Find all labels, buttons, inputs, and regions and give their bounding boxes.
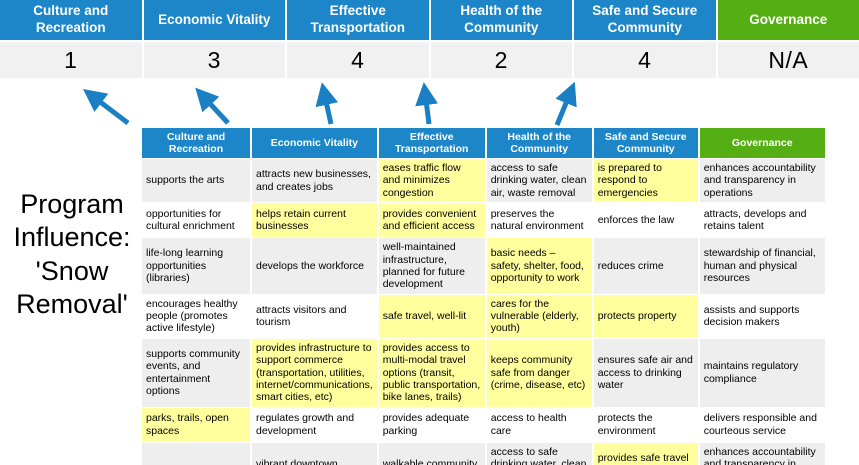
matrix-cell: access to health care <box>486 407 592 442</box>
score-value: 3 <box>143 42 285 78</box>
matrix-cell: enhances accountability and transparency… <box>699 442 825 465</box>
matrix-cell: preserves the natural environment <box>486 203 592 238</box>
summary-band: Culture and Recreation 1 Economic Vitali… <box>0 0 859 78</box>
matrix-body: supports the arts attracts new businesses… <box>142 159 825 465</box>
matrix-header-governance: Governance <box>699 128 825 158</box>
matrix-cell-highlighted: basic needs – safety, shelter, food, opp… <box>486 238 592 294</box>
matrix-header-safety: Safe and Secure Community <box>593 128 698 158</box>
matrix-cell-highlighted: is prepared to respond to emergencies <box>593 159 698 203</box>
matrix-cell: reduces crime <box>593 238 698 294</box>
matrix-header-economic: Economic Vitality <box>252 128 377 158</box>
matrix-cell-highlighted: eases traffic flow and minimizes congest… <box>378 159 485 203</box>
matrix-cell <box>142 442 250 465</box>
summary-header: Governance <box>717 0 859 40</box>
summary-header: Economic Vitality <box>143 0 285 40</box>
program-title-line: Program <box>20 189 124 219</box>
program-title-line: 'Snow <box>35 255 109 286</box>
matrix-cell: well-maintained infrastructure, planned … <box>378 238 485 294</box>
matrix-row: vibrant downtown walkable community access… <box>142 442 825 465</box>
matrix-cell-highlighted: keeps community safe from danger (crime,… <box>486 338 592 407</box>
matrix-header-health: Health of the Community <box>486 128 592 158</box>
matrix-cell: provides adequate parking <box>378 407 485 442</box>
matrix-row: opportunities for cultural enrichment hel… <box>142 203 825 238</box>
summary-col-safety: Safe and Secure Community 4 <box>574 0 716 78</box>
matrix-cell: vibrant downtown <box>252 442 377 465</box>
matrix-cell: delivers responsible and courteous servi… <box>699 407 825 442</box>
matrix-cell: develops the workforce <box>252 238 377 294</box>
matrix-cell: stewardship of financial, human and phys… <box>699 238 825 294</box>
program-title-line: Removal' <box>16 289 128 320</box>
matrix-cell: supports community events, and entertain… <box>142 338 250 407</box>
matrix-cell: ensures safe air and access to drinking … <box>593 338 698 407</box>
matrix-cell: supports the arts <box>142 159 250 203</box>
influence-matrix: Culture and Recreation Economic Vitality E… <box>140 127 827 465</box>
matrix-cell: enhances accountability and transparency… <box>699 159 825 203</box>
score-value: 2 <box>430 42 572 78</box>
summary-header: Effective Transportation <box>287 0 429 40</box>
matrix-cell: attracts, develops and retains talent <box>699 203 825 238</box>
program-title-line: Influence: <box>13 222 131 253</box>
program-title: Program Influence: 'Snow Removal' <box>0 188 144 322</box>
matrix-cell: enforces the law <box>593 203 698 238</box>
summary-col-governance: Governance N/A <box>717 0 859 78</box>
matrix-row: parks, trails, open spaces regulates grow… <box>142 407 825 442</box>
matrix-cell-highlighted: helps retain current businesses <box>252 203 377 238</box>
up-arrow-icon <box>83 88 130 125</box>
up-arrow-icon <box>554 81 577 126</box>
matrix-cell-highlighted: parks, trails, open spaces <box>142 407 250 442</box>
matrix-header-transportation: Effective Transportation <box>378 128 485 158</box>
matrix-cell-highlighted: safe travel, well-lit <box>378 294 485 338</box>
matrix-cell-highlighted: provides convenient and efficient access <box>378 203 485 238</box>
score-value: 4 <box>287 42 429 78</box>
matrix-cell: attracts visitors and tourism <box>252 294 377 338</box>
matrix-cell-highlighted: protects property <box>593 294 698 338</box>
up-arrow-icon <box>195 87 230 125</box>
matrix-cell-highlighted: provides infrastructure to support comme… <box>252 338 377 407</box>
matrix-row: supports the arts attracts new businesses… <box>142 159 825 203</box>
matrix-header-row: Culture and Recreation Economic Vitality E… <box>142 128 825 158</box>
summary-header: Safe and Secure Community <box>574 0 716 40</box>
summary-header: Culture and Recreation <box>0 0 142 40</box>
matrix-cell-highlighted: cares for the vulnerable (elderly, youth… <box>486 294 592 338</box>
summary-header: Health of the Community <box>430 0 572 40</box>
score-value: 4 <box>574 42 716 78</box>
score-value: 1 <box>0 42 142 78</box>
matrix-cell-highlighted: provides access to multi-modal travel op… <box>378 338 485 407</box>
matrix-cell: life-long learning opportunities (librar… <box>142 238 250 294</box>
matrix-row: life-long learning opportunities (librar… <box>142 238 825 294</box>
summary-col-health: Health of the Community 2 <box>430 0 572 78</box>
matrix-header-culture: Culture and Recreation <box>142 128 250 158</box>
score-value: N/A <box>717 42 859 78</box>
up-arrow-icon <box>315 82 339 125</box>
summary-col-culture: Culture and Recreation 1 <box>0 0 142 78</box>
matrix-cell: opportunities for cultural enrichment <box>142 203 250 238</box>
matrix-cell: access to safe drinking water, clean air… <box>486 159 592 203</box>
matrix-cell: maintains regulatory compliance <box>699 338 825 407</box>
up-arrows-group <box>83 81 577 126</box>
matrix-cell: regulates growth and development <box>252 407 377 442</box>
matrix-cell: attracts new businesses, and creates job… <box>252 159 377 203</box>
matrix-cell-highlighted: provides safe travel and mobility <box>593 442 698 465</box>
up-arrow-icon <box>415 82 439 125</box>
matrix-cell: assists and supports decision makers <box>699 294 825 338</box>
matrix-row: supports community events, and entertain… <box>142 338 825 407</box>
matrix-cell: encourages healthy people (promotes acti… <box>142 294 250 338</box>
matrix-cell: walkable community <box>378 442 485 465</box>
matrix-row: encourages healthy people (promotes acti… <box>142 294 825 338</box>
summary-col-economic: Economic Vitality 3 <box>143 0 285 78</box>
summary-col-transportation: Effective Transportation 4 <box>287 0 429 78</box>
matrix-cell: protects the environment <box>593 407 698 442</box>
matrix-cell: access to safe drinking water, clean air… <box>486 442 592 465</box>
